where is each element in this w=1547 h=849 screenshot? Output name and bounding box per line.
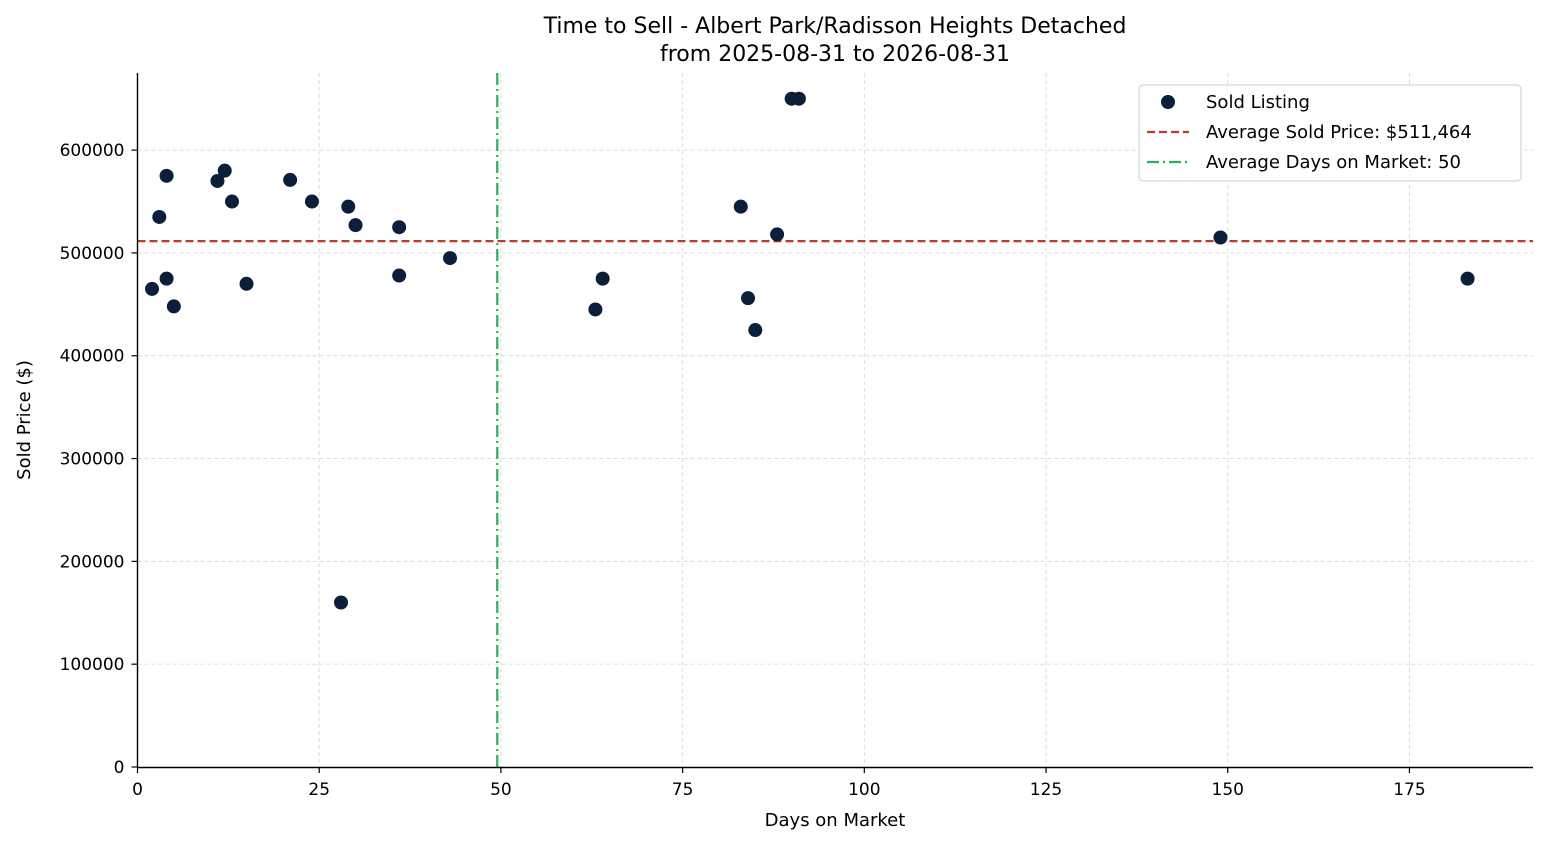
sold-listing-point: [392, 220, 407, 235]
x-axis-label: Days on Market: [765, 810, 906, 831]
y-tick-label: 200000: [60, 552, 125, 572]
legend-marker-sold-listing: [1161, 95, 1175, 109]
sold-listing-point: [348, 218, 363, 233]
y-axis-ticks: 0 100000 200000 300000 400000 500000 600000: [60, 141, 138, 778]
sold-listing-point: [283, 172, 298, 187]
legend-label-avg-days: Average Days on Market: 50: [1206, 152, 1461, 173]
y-tick-label: 600000: [60, 141, 125, 161]
axes: [136, 73, 1533, 769]
x-axis-ticks: 0 25 50 75 100 125 150 175: [132, 767, 1426, 800]
x-tick-label: 125: [1030, 780, 1062, 800]
sold-listing-point: [159, 271, 174, 286]
y-tick-label: 400000: [60, 347, 125, 367]
sold-listing-point: [166, 299, 181, 314]
y-tick-label: 300000: [60, 450, 125, 470]
sold-listing-point: [1213, 230, 1228, 245]
x-tick-label: 150: [1212, 780, 1244, 800]
sold-listing-point: [159, 168, 174, 183]
x-tick-label: 50: [490, 780, 512, 800]
sold-listing-point: [588, 302, 603, 317]
y-tick-label: 500000: [60, 244, 125, 264]
chart-legend: Sold Listing Average Sold Price: $511,46…: [1138, 84, 1522, 182]
sold-listing-point: [341, 199, 356, 214]
sold-listing-point: [791, 91, 806, 106]
sold-listing-point: [595, 271, 610, 286]
scatter-points: [145, 91, 1475, 610]
reference-lines: [137, 73, 1533, 767]
sold-listing-point: [239, 276, 254, 291]
sold-listing-point: [748, 323, 763, 338]
sold-listing-point: [741, 291, 756, 306]
sold-listing-point: [152, 209, 167, 224]
grid-lines: [137, 73, 1533, 767]
legend-label-sold-listing: Sold Listing: [1206, 92, 1310, 113]
y-tick-label: 0: [114, 758, 125, 778]
x-tick-label: 75: [672, 780, 694, 800]
legend-label-avg-price: Average Sold Price: $511,464: [1206, 122, 1472, 143]
y-axis-label: Sold Price ($): [14, 360, 35, 480]
sold-listing-point: [145, 281, 160, 296]
sold-listing-point: [733, 199, 748, 214]
sold-listing-point: [1460, 271, 1475, 286]
sold-listing-point: [443, 251, 458, 266]
sold-listing-point: [304, 194, 319, 209]
sold-listing-point: [217, 163, 232, 178]
chart-title: Time to Sell - Albert Park/Radisson Heig…: [543, 14, 1127, 39]
x-tick-label: 175: [1393, 780, 1425, 800]
sold-listing-point: [210, 173, 225, 188]
x-tick-label: 25: [308, 780, 330, 800]
sold-listing-point: [392, 268, 407, 283]
legend-box: [1138, 84, 1522, 182]
sold-listing-point: [334, 595, 349, 610]
x-tick-label: 0: [132, 780, 143, 800]
x-tick-label: 100: [848, 780, 880, 800]
chart-subtitle: from 2025-08-31 to 2026-08-31: [660, 42, 1010, 67]
sold-listing-point: [224, 194, 239, 209]
y-tick-label: 100000: [60, 655, 125, 675]
sold-listing-point: [770, 227, 785, 242]
